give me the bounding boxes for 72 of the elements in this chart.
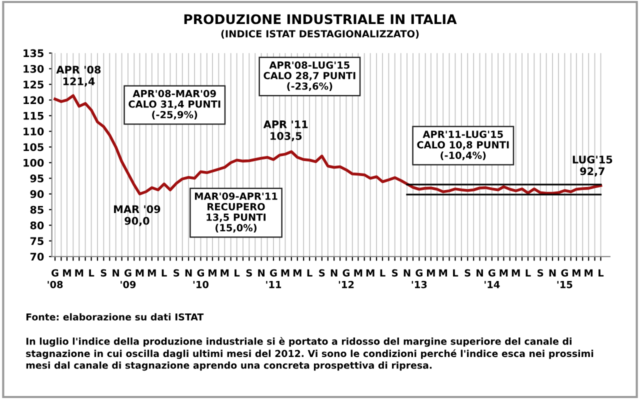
y-tick-label: 80 [30,221,44,230]
x-tick-label: M [281,269,290,276]
x-tick-label: G '09 [120,269,136,288]
x-tick-label: G '08 [48,269,63,288]
x-tick-label: S [538,269,544,277]
annotation: MAR '09 90,0 [114,205,160,226]
x-tick-label: M [426,269,435,276]
x-tick-label: G '12 [338,269,354,288]
annotation: APR '08 121,4 [56,66,101,87]
x-tick-label: M [63,269,71,276]
annotation: LUG'15 92,7 [572,156,612,176]
x-tick-label: S [392,269,398,277]
y-tick-label: 95 [30,174,44,182]
chart-title: PRODUZIONE INDUSTRIALE IN ITALIA [184,14,457,24]
annotation: APR'08-LUG'15 CALO 28,7 PUNTI (-23,6%) [264,61,356,92]
x-tick-label: G '11 [266,269,282,288]
y-tick-label: 100 [24,158,44,167]
x-tick-label: S [174,269,180,277]
x-tick-label: L [453,269,458,276]
y-tick-label: 110 [24,128,44,136]
x-tick-label: N [112,269,119,276]
x-tick-label: M [208,269,216,276]
x-tick-label: M [148,269,156,276]
y-tick-label: 90 [30,190,44,198]
x-tick-label: M [439,269,448,276]
y-tick-label: 105 [24,143,44,152]
y-tick-label: 75 [30,237,44,246]
y-tick-label: 130 [24,64,44,73]
x-tick-label: N [258,269,264,276]
x-tick-label: L [162,269,167,276]
x-tick-label: N [476,269,483,276]
y-tick-label: 70 [30,252,44,261]
x-tick-label: L [307,269,312,276]
x-tick-label: S [319,269,325,277]
x-tick-label: M [220,269,229,276]
x-tick-label: M [584,269,593,276]
x-tick-label: G '13 [412,269,427,288]
y-tick-label: 125 [24,80,44,88]
annotation: APR '11 103,5 [263,120,308,142]
x-tick-label: M [366,269,374,276]
x-tick-label: M [500,269,508,276]
x-tick-label: M [572,269,580,276]
y-tick-label: 120 [24,96,44,104]
y-tick-label: 85 [30,206,44,214]
annotation: APR'08-MAR'09 CALO 31,4 PUNTI (-25,9%) [128,90,220,120]
x-tick-label: S [246,269,252,277]
x-tick-label: L [380,269,386,276]
x-tick-label: L [598,269,604,276]
y-tick-label: 135 [24,49,44,58]
x-tick-label: M [512,269,520,276]
x-tick-label: N [330,269,338,276]
x-tick-label: L [89,269,94,276]
annotation: APR'11-LUG'15 CALO 10,8 PUNTI (-10,4%) [417,130,509,160]
x-tick-label: N [404,269,410,276]
x-tick-label: L [234,269,240,276]
x-tick-label: N [549,269,556,276]
x-tick-label: S [464,269,470,277]
x-tick-label: M [136,269,144,276]
text: In luglio l'indice della produzione industriale si è portato a ridosso del margine superiore del canale di stagnazione in cui oscilla dagli ultimi mesi del 2012. Vi sono le condizioni perché l'indice esca nei prossimi mesi dal canale di stagnazione aprendo una concreta prospettiva di ripresa. [26,337,594,371]
x-tick-label: N [185,269,192,276]
x-tick-label: S [100,269,106,277]
source-note: Fonte: elaborazione su dati ISTAT [26,313,204,321]
x-tick-label: G '15 [557,269,572,288]
x-tick-label: G '14 [484,269,500,288]
chart-subtitle: (INDICE ISTAT DESTAGIONALIZZATO) [221,30,419,39]
x-tick-label: M [293,269,302,276]
x-tick-label: M [75,269,84,276]
y-tick-label: 115 [24,112,44,120]
x-tick-label: M [354,269,362,276]
x-tick-label: G '10 [193,269,209,288]
annotation: MAR'09-APR'11 RECUPERO 13,5 PUNTI (15,0%) [194,192,278,233]
x-tick-label: L [526,269,531,276]
